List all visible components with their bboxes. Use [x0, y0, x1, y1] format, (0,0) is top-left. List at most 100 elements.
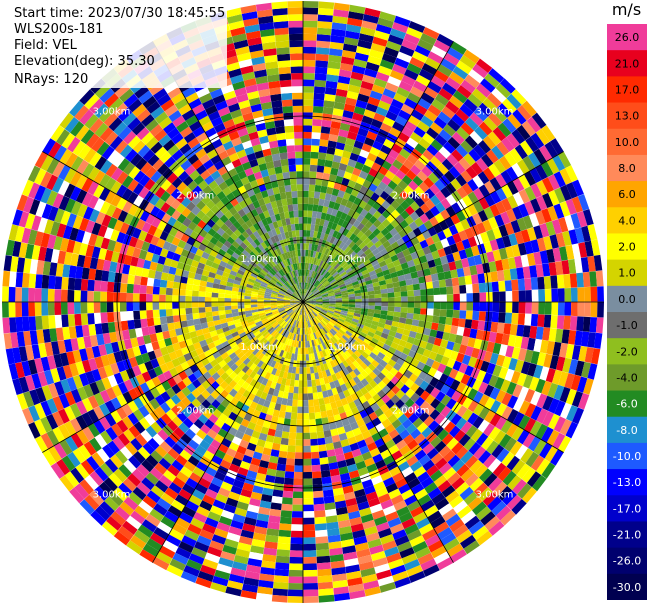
radar-gate	[367, 266, 375, 273]
radar-gate	[220, 244, 229, 253]
radar-gate	[329, 41, 344, 50]
radar-gate	[314, 184, 322, 193]
radar-gate	[104, 343, 114, 355]
radar-gate	[193, 279, 201, 286]
radar-gate	[385, 170, 396, 181]
radar-gate	[252, 451, 263, 460]
radar-gate	[304, 308, 307, 315]
radar-gate	[337, 377, 345, 386]
radar-gate	[389, 523, 405, 535]
radar-gate	[378, 260, 387, 268]
radar-gate	[183, 565, 200, 577]
radar-gate	[445, 513, 461, 527]
radar-gate	[379, 11, 396, 22]
radar-gate	[368, 341, 377, 349]
radar-gate	[294, 373, 300, 381]
radar-gate	[509, 323, 518, 336]
radar-gate	[267, 326, 274, 333]
radar-gate	[315, 53, 329, 62]
radar-gate	[328, 277, 335, 283]
radar-gate	[87, 423, 100, 438]
radar-gate	[369, 49, 384, 60]
radar-gate	[220, 481, 233, 492]
radar-gate	[144, 390, 155, 402]
radar-gate	[309, 333, 314, 341]
radar-gate	[323, 199, 330, 208]
radar-gate	[370, 192, 380, 202]
radar-gate	[307, 269, 310, 277]
radar-gate	[277, 457, 287, 465]
radar-gate	[315, 542, 329, 551]
radar-gate	[223, 475, 235, 486]
radar-gate	[281, 398, 288, 406]
radar-gate	[121, 403, 133, 416]
radar-gate	[509, 148, 523, 163]
radar-gate	[297, 314, 301, 322]
radar-gate	[303, 14, 318, 21]
radar-gate	[399, 148, 411, 159]
radar-gate	[228, 215, 237, 225]
radar-gate	[218, 293, 225, 298]
radar-gate	[104, 400, 116, 414]
radar-gate	[486, 229, 496, 242]
radar-gate	[220, 398, 230, 408]
radar-gate	[346, 269, 354, 276]
radar-gate	[441, 433, 454, 446]
radar-gate	[195, 347, 204, 356]
radar-gate	[367, 290, 375, 296]
radar-gate	[318, 444, 327, 452]
radar-gate	[382, 240, 391, 249]
radar-gate	[460, 140, 474, 153]
radar-gate	[408, 571, 426, 583]
radar-gate	[128, 265, 137, 276]
radar-gate	[75, 266, 84, 279]
radar-gate	[535, 378, 546, 394]
radar-gate	[290, 303, 297, 306]
radar-gate	[280, 437, 289, 446]
radar-gate	[345, 365, 353, 374]
radar-gate	[170, 336, 179, 345]
radar-gate	[541, 125, 556, 142]
radar-gate	[173, 165, 185, 178]
radar-gate	[94, 356, 104, 369]
radar-gate	[330, 560, 345, 569]
radar-gate	[327, 61, 341, 70]
radar-gate	[308, 327, 312, 334]
radar-gate	[356, 373, 365, 382]
radar-gate	[303, 334, 306, 342]
radar-gate	[536, 180, 548, 196]
radar-gate	[79, 242, 89, 256]
radar-gate	[253, 230, 261, 239]
radar-gate	[229, 341, 238, 349]
radar-gate	[35, 274, 43, 289]
radar-gate	[234, 237, 243, 246]
radar-gate	[367, 232, 376, 241]
radar-gate	[231, 436, 242, 446]
radar-gate	[290, 312, 296, 318]
radar-gate	[306, 291, 312, 297]
radar-gate	[377, 223, 386, 232]
radar-gate	[311, 464, 321, 472]
radar-gate	[277, 390, 284, 398]
radar-gate	[558, 151, 572, 169]
radar-gate	[461, 408, 474, 422]
radar-gate	[215, 240, 224, 249]
radar-gate	[316, 171, 324, 180]
radar-gate	[75, 415, 88, 430]
radar-gate	[317, 14, 333, 23]
radar-gate	[576, 376, 588, 393]
radar-gate	[250, 387, 259, 396]
radar-gate	[203, 264, 212, 272]
radar-gate	[199, 153, 211, 165]
radar-gate	[518, 203, 529, 218]
radar-gate	[272, 288, 280, 293]
radar-gate	[187, 271, 196, 279]
radar-gate	[359, 507, 372, 517]
radar-gate	[160, 402, 171, 414]
radar-gate	[270, 268, 277, 275]
radar-gate	[551, 288, 559, 302]
radar-gate	[469, 112, 484, 126]
radar-gate	[22, 407, 34, 425]
radar-gate	[346, 504, 359, 514]
radar-gate	[308, 294, 314, 299]
